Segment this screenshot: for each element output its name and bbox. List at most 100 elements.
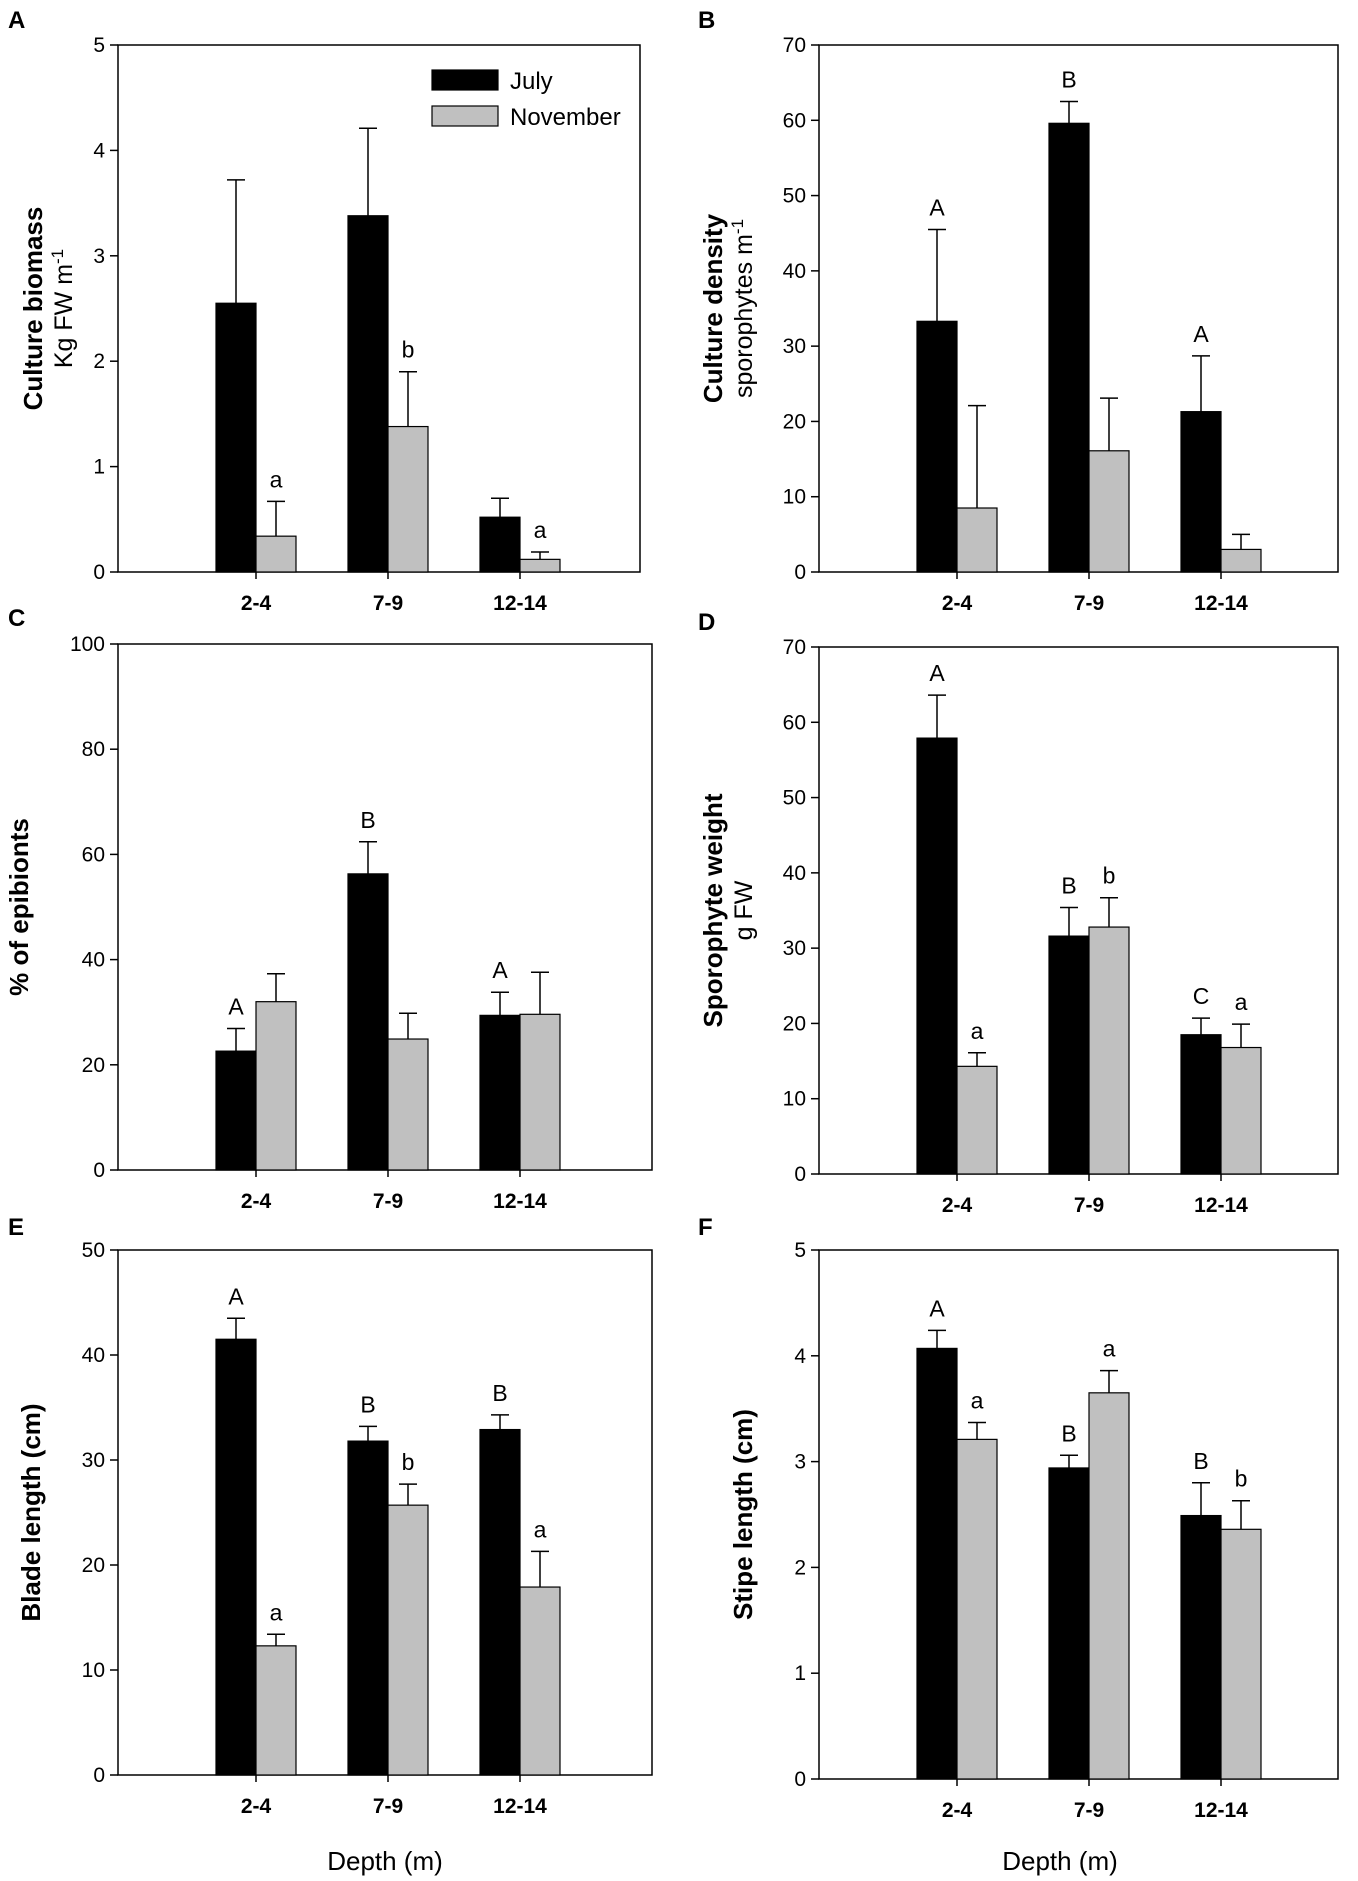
x-axis-title: Depth (m) [1002,1846,1118,1876]
y-tick-label: 3 [794,1451,806,1474]
x-tick-label: 2-4 [942,592,973,615]
y-axis-title: Sporophyte weight [698,793,728,1027]
y-tick-label: 3 [93,245,105,268]
y-tick-label: 5 [794,1239,806,1262]
significance-label: B [360,807,375,833]
y-axis-title: Culture biomass [18,207,48,411]
legend-label-november: November [510,104,621,131]
x-tick-label: 12-14 [1194,1799,1248,1822]
bar-july [479,1014,521,1171]
y-tick-label: 30 [82,1449,105,1472]
y-tick-label: 40 [783,260,806,283]
significance-label: A [228,994,244,1020]
significance-label: a [534,517,547,543]
significance-label: A [1193,321,1209,347]
x-tick-label: 2-4 [942,1799,973,1822]
significance-label: a [971,1387,984,1413]
y-tick-label: 10 [783,1088,806,1111]
y-tick-label: 4 [93,139,105,162]
y-tick-label: 60 [783,711,806,734]
bar-november [519,1013,561,1171]
bar-july [916,737,958,1175]
panel-label: D [698,609,715,636]
significance-label: a [971,1018,984,1044]
chart-panel-d: D 0 10 20 30 40 50 60 70 2-4 Aa 7-9 B b 12-14 C a Sporoph… [698,609,1339,1217]
significance-label: B [360,1391,375,1417]
legend-swatch-july [431,69,499,91]
chart-panel-f: F 0 1 2 3 4 5 2-4 Aa 7-9 Ba 12-14 Bb Stipe length (cm… [698,1214,1339,1876]
significance-label: A [929,660,945,686]
bar-july [1048,122,1090,573]
y-tick-label: 50 [82,1239,105,1262]
y-axis-unit: Kg FW m-1 [48,249,78,368]
bar-july [916,320,958,573]
y-tick-label: 50 [783,185,806,208]
chart-panel-b: B 0 10 20 30 40 50 60 70 2-4 A 7-9 B 12-14 A Culture de… [698,7,1339,615]
y-tick-label: 0 [794,1163,806,1186]
y-tick-label: 70 [783,34,806,57]
significance-label: a [534,1516,547,1542]
bar-july [347,873,389,1171]
y-tick-label: 50 [783,787,806,810]
y-tick-label: 0 [794,1768,806,1791]
bar-november [1220,1046,1262,1175]
bar-july [215,1050,257,1171]
significance-label: A [929,1295,945,1321]
y-tick-label: 5 [93,34,105,57]
y-tick-label: 1 [794,1662,806,1685]
x-tick-label: 12-14 [493,1795,547,1818]
y-tick-label: 0 [93,1764,105,1787]
chart-panel-c: C 0 20 40 60 80 100 2-4 A 7-9 B 12-14 A % of epibiont… [4,605,653,1213]
x-tick-label: 2-4 [942,1194,973,1217]
significance-label: C [1193,983,1210,1009]
y-axis-title: Stipe length (cm) [728,1409,758,1620]
significance-label: A [492,957,508,983]
x-tick-label: 12-14 [493,1190,547,1213]
y-tick-label: 10 [783,486,806,509]
significance-label: B [492,1380,507,1406]
x-tick-label: 7-9 [373,592,403,615]
x-tick-label: 7-9 [1074,592,1104,615]
y-tick-label: 30 [783,937,806,960]
chart-panel-e: E 0 10 20 30 40 50 2-4 Aa 7-9 Bb 12-14 Ba Blade lengt… [8,1214,653,1876]
y-tick-label: 40 [82,949,105,972]
y-axis-unit: g FW [730,880,758,940]
y-tick-label: 0 [93,1159,105,1182]
bar-november [519,558,561,573]
y-tick-label: 70 [783,636,806,659]
y-tick-label: 20 [82,1054,105,1077]
significance-label: b [1235,1466,1248,1492]
significance-label: B [1061,66,1076,92]
y-tick-label: 2 [794,1556,806,1579]
y-axis-unit: sporophytes m-1 [728,219,758,398]
panel-label: A [8,7,25,34]
y-tick-label: 20 [783,1012,806,1035]
significance-label: a [1235,989,1248,1015]
y-tick-label: 20 [82,1554,105,1577]
y-axis-title: Culture density [698,213,728,403]
x-tick-label: 12-14 [493,592,547,615]
y-tick-label: 10 [82,1659,105,1682]
bar-november [1088,450,1130,573]
bar-july [1048,935,1090,1175]
y-axis-title: Blade length (cm) [16,1403,46,1621]
bar-november [1088,1392,1130,1780]
significance-label: b [1103,863,1116,889]
y-tick-label: 0 [794,561,806,584]
y-tick-label: 60 [783,109,806,132]
significance-label: B [1193,1448,1208,1474]
y-axis-unit-superscript: -1 [728,219,747,234]
bar-november [1220,548,1262,573]
chart-panel-a: A 0 1 2 3 4 5 2-4 a 7-9 b 12-14 a Culture biomass Kg F… [8,7,641,615]
significance-label: a [270,1599,283,1625]
bar-november [387,1038,429,1171]
bar-july [347,215,389,573]
y-tick-label: 0 [93,561,105,584]
significance-label: B [1061,872,1076,898]
bar-november [956,1438,998,1780]
bar-july [916,1347,958,1780]
bar-november [956,507,998,573]
x-axis-title: Depth (m) [327,1846,443,1876]
legend: July November [431,68,621,131]
